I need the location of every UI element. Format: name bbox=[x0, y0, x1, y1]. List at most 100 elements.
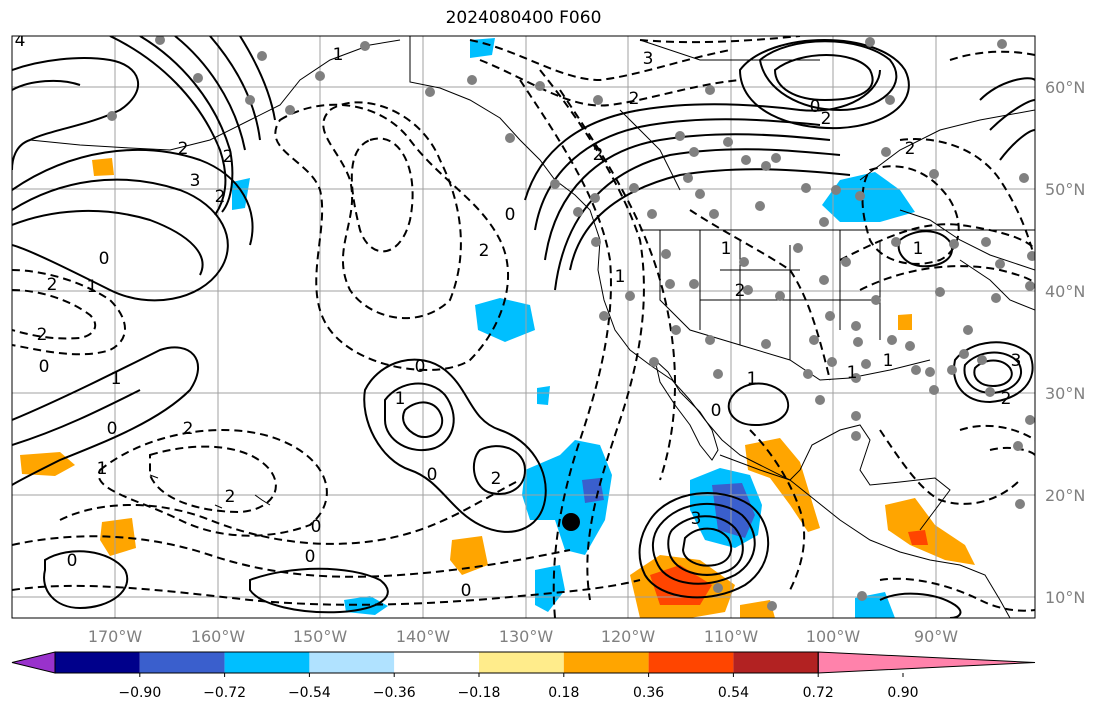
colorbar-tick-label: −0.18 bbox=[458, 685, 501, 701]
contour-label: 2 bbox=[47, 275, 58, 295]
colorbar: −0.90 −0.72 −0.54 −0.36 −0.18 0.18 0.36 0.54 0.7… bbox=[11, 651, 1036, 701]
lon-tick-label: 100°W bbox=[806, 627, 861, 646]
contour-label: 2 bbox=[178, 139, 189, 159]
colorbar-tick-label: −0.36 bbox=[373, 685, 416, 701]
lat-tick-label: 60°N bbox=[1045, 78, 1085, 97]
contour-label: 1 bbox=[747, 369, 758, 389]
contour-lines bbox=[12, 36, 1035, 618]
contour-label: 2 bbox=[735, 281, 746, 301]
contour-label: 1 bbox=[111, 369, 122, 389]
contour-label: 2 bbox=[215, 187, 226, 207]
lon-tick-label: 150°W bbox=[293, 627, 348, 646]
colorbar-segment bbox=[55, 652, 140, 673]
contour-label: 4 bbox=[15, 31, 26, 51]
colorbar-tick-label: 0.36 bbox=[633, 685, 664, 701]
colorbar-segment bbox=[479, 652, 564, 673]
contour-label: 2 bbox=[905, 139, 916, 159]
target-marker bbox=[562, 513, 580, 531]
contour-label: 0 bbox=[39, 357, 50, 377]
shade-blue-s1 bbox=[535, 565, 565, 612]
contour-label: 1 bbox=[87, 277, 98, 297]
contour-label: 1 bbox=[333, 45, 344, 65]
colorbar-outline bbox=[54, 651, 819, 674]
lon-tick-label: 160°W bbox=[191, 627, 246, 646]
lon-tick-label: 140°W bbox=[396, 627, 451, 646]
shade-orange-8 bbox=[740, 600, 775, 618]
shade-orange-9 bbox=[898, 314, 912, 330]
contour-label: 0 bbox=[107, 419, 118, 439]
contour-label: 1 bbox=[97, 459, 108, 479]
colorbar-segment bbox=[224, 652, 310, 673]
chart-title: 2024080400 F060 bbox=[445, 8, 602, 28]
contour-label: 2 bbox=[593, 145, 604, 165]
contour-label: 2 bbox=[223, 147, 234, 167]
lon-tick-label: 90°W bbox=[914, 627, 958, 646]
shade-blue-canada bbox=[822, 172, 915, 222]
coastlines bbox=[29, 36, 1035, 618]
contour-label: 0 bbox=[810, 97, 821, 117]
contour-label: 2 bbox=[1001, 389, 1012, 409]
shade-orange-1 bbox=[92, 158, 114, 176]
colorbar-extend-high bbox=[817, 651, 1036, 674]
lon-tick-label: 130°W bbox=[499, 627, 554, 646]
contour-label: 2 bbox=[821, 109, 832, 129]
contour-label: 1 bbox=[883, 351, 894, 371]
shade-orange-4 bbox=[450, 536, 488, 575]
shade-blue-offshore bbox=[475, 298, 535, 342]
contour-label: 0 bbox=[505, 205, 516, 225]
latitude-labels: 60°N 50°N 40°N 30°N 20°N 10°N bbox=[1045, 78, 1085, 607]
colorbar-tick-label: −0.72 bbox=[203, 685, 246, 701]
contour-label: 1 bbox=[847, 363, 858, 383]
lon-tick-label: 170°W bbox=[88, 627, 143, 646]
shade-orange-7 bbox=[885, 498, 975, 565]
colorbar-tick-label: 0.90 bbox=[887, 685, 918, 701]
contour-label: 1 bbox=[615, 267, 626, 287]
colorbar-extend-low bbox=[11, 651, 56, 674]
contour-label: 3 bbox=[1011, 351, 1022, 371]
lat-tick-label: 20°N bbox=[1045, 486, 1085, 505]
contour-label: 2 bbox=[479, 241, 490, 261]
contour-label: 3 bbox=[190, 171, 201, 191]
contour-label: 0 bbox=[711, 401, 722, 421]
contour-label: 0 bbox=[305, 547, 316, 567]
longitude-labels: 170°W 160°W 150°W 140°W 130°W 120°W 110°W 100°W… bbox=[88, 627, 958, 646]
shade-blue-subtropic bbox=[522, 440, 612, 555]
colorbar-tick-label: −0.90 bbox=[118, 685, 161, 701]
colorbar-segment bbox=[139, 652, 225, 673]
shade-red-7 bbox=[908, 530, 928, 545]
colorbar-segment bbox=[648, 652, 734, 673]
colorbar-segment bbox=[563, 652, 649, 673]
colorbar-tick-label: 0.72 bbox=[803, 685, 834, 701]
lat-tick-label: 10°N bbox=[1045, 588, 1085, 607]
contour-label: 0 bbox=[461, 581, 472, 601]
contour-label: 1 bbox=[721, 239, 732, 259]
map-frame bbox=[11, 35, 1036, 619]
lon-tick-label: 110°W bbox=[704, 627, 759, 646]
contour-label: 2 bbox=[37, 325, 48, 345]
contour-label: 2 bbox=[629, 89, 640, 109]
colorbar-tick-label: 0.18 bbox=[548, 685, 579, 701]
shade-blue-gulf bbox=[470, 38, 495, 58]
contour-label: 2 bbox=[225, 487, 236, 507]
contour-label: 0 bbox=[99, 249, 110, 269]
lat-tick-label: 40°N bbox=[1045, 282, 1085, 301]
colorbar-tick-label: −0.54 bbox=[288, 685, 331, 701]
colorbar-tick-label: 0.54 bbox=[718, 685, 749, 701]
station-markers bbox=[107, 36, 1035, 611]
contour-label: 1 bbox=[913, 239, 924, 259]
contour-label: 2 bbox=[183, 419, 194, 439]
contour-label: 1 bbox=[395, 389, 406, 409]
shade-orange-2 bbox=[20, 452, 75, 476]
shade-dark-subtropic bbox=[582, 478, 604, 503]
contour-label: 0 bbox=[67, 551, 78, 571]
lon-tick-label: 120°W bbox=[601, 627, 656, 646]
contour-label: 2 bbox=[491, 469, 502, 489]
contour-label: 0 bbox=[427, 465, 438, 485]
contour-label: 0 bbox=[311, 517, 322, 537]
shade-blue-small bbox=[537, 386, 550, 405]
contour-label: 3 bbox=[691, 509, 702, 529]
colorbar-segment bbox=[394, 652, 479, 673]
